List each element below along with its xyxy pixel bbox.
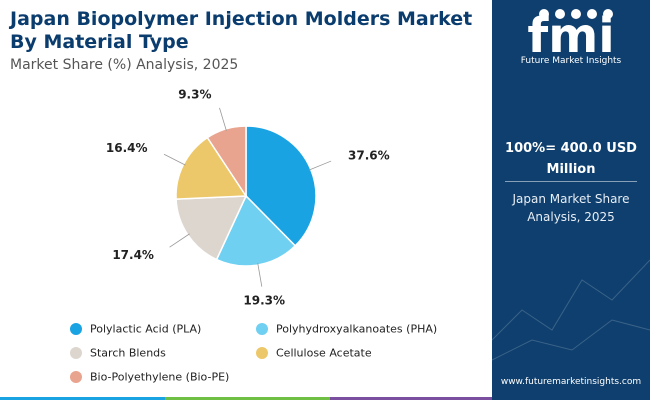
market-description: Japan Market Share Analysis, 2025 [492,190,650,226]
leader-line [169,233,190,248]
logo-caption: Future Market Insights [520,56,622,66]
title-line-2: By Material Type [10,31,189,53]
label-pla: 37.6% [348,149,390,163]
legend-item-pla: Polylactic Acid (PLA) [70,322,201,336]
total-line-1: 100%= 400.0 USD [505,141,637,156]
title-line-1: Japan Biopolymer Injection Molders Marke… [10,8,473,30]
total-line-2: Million [546,162,596,177]
label-bio-pe: 9.3% [178,87,211,101]
leader-line [257,262,263,287]
legend-swatch [70,371,82,383]
logo-dot-icon [571,9,581,19]
logo-dot-icon [603,9,613,19]
logo-dot-icon [539,9,549,19]
leader-line [308,160,332,171]
desc-line-2: Analysis, 2025 [527,210,615,224]
divider [505,181,637,182]
legend-item-bio-pe: Bio-Polyethylene (Bio-PE) [70,370,229,384]
bottom-accent-bar [0,397,492,400]
chart-panel: Japan Biopolymer Injection Molders Marke… [0,8,492,400]
legend-swatch [70,323,82,335]
decorative-pattern [492,259,650,361]
legend-swatch [256,347,268,359]
desc-line-1: Japan Market Share [512,192,630,206]
legend-item-pha: Polyhydroxyalkanoates (PHA) [256,322,437,336]
accent-segment [0,397,165,400]
logo-dot-icon [587,9,597,19]
logo-dot-icon [555,9,565,19]
fmi-logo: fmi [527,8,614,64]
legend-swatch [256,323,268,335]
legend-item-starch: Starch Blends [70,346,166,360]
leader-line [163,153,186,166]
leader-line [219,107,227,131]
legend-swatch [70,347,82,359]
label-starch-blends: 17.4% [112,248,154,262]
accent-segment [330,397,492,400]
legend-item-cellulose: Cellulose Acetate [256,346,372,360]
label-pha: 19.3% [243,293,285,307]
label-cellulose-acetate: 16.4% [106,141,148,155]
chart-title: Japan Biopolymer Injection Molders Marke… [10,8,472,54]
accent-segment [165,397,330,400]
website-url: www.futuremarketinsights.com [500,377,642,387]
sidebar: fmi Future Market Insights 100%= 400.0 U… [492,0,650,400]
chart-subtitle: Market Share (%) Analysis, 2025 [10,57,239,73]
market-total: 100%= 400.0 USD Million [492,138,650,180]
pie-chart: 37.6% 19.3% 17.4% 16.4% 9.3% [106,87,390,307]
